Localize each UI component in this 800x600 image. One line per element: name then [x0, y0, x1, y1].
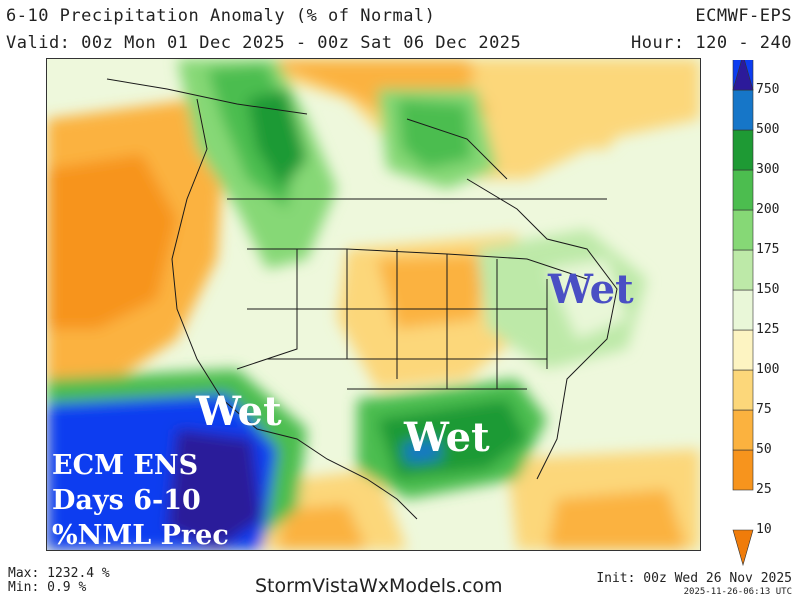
color-legend: [732, 60, 754, 567]
model-name: ECMWF-EPS: [695, 6, 792, 26]
color-legend-band: [732, 169, 754, 211]
color-legend-tick: 50: [756, 442, 772, 457]
color-legend-tick: 175: [756, 242, 780, 257]
color-legend-band: [732, 129, 754, 171]
info-line-days: Days 6-10: [52, 485, 201, 516]
max-value: Max: 1232.4 %: [8, 566, 110, 581]
ensemble-info: ECM ENS Days 6-10 %NML Prec: [52, 448, 229, 553]
color-legend-bands: [732, 60, 754, 567]
color-legend-tick: 25: [756, 482, 772, 497]
color-legend-tick: 100: [756, 362, 780, 377]
color-legend-tick: 300: [756, 162, 780, 177]
color-legend-band: [732, 329, 754, 371]
color-legend-band: [732, 60, 754, 91]
color-legend-band: [732, 209, 754, 251]
color-legend-tick: 200: [756, 202, 780, 217]
color-legend-tick: 125: [756, 322, 780, 337]
map-svg: [47, 59, 700, 550]
color-legend-band: [732, 89, 754, 131]
color-legend-band: [732, 409, 754, 451]
color-legend-tick: 150: [756, 282, 780, 297]
boundary-lines: [106, 78, 618, 520]
color-legend-band: [732, 449, 754, 491]
min-value: Min: 0.9 %: [8, 580, 87, 595]
anomaly-field: [47, 59, 700, 550]
color-legend-tick: 750: [756, 82, 780, 97]
color-legend-band: [732, 249, 754, 291]
wet-label-southwest: Wet: [196, 388, 282, 435]
precip-anomaly-map: [46, 58, 701, 551]
site-credit: StormVistaWxModels.com: [255, 575, 503, 597]
init-time: Init: 00z Wed 26 Nov 2025: [596, 571, 792, 586]
color-legend-band: [732, 289, 754, 331]
chart-title: 6-10 Precipitation Anomaly (% of Normal): [6, 6, 436, 26]
color-legend-band: [732, 529, 754, 567]
wet-label-southeast: Wet: [404, 414, 490, 461]
color-legend-tick: 500: [756, 122, 780, 137]
forecast-hour-range: Hour: 120 - 240: [630, 33, 792, 53]
color-legend-tick: 10: [756, 522, 772, 537]
generated-timestamp: 2025-11-26-06:13 UTC: [683, 587, 792, 597]
info-line-product: %NML Prec: [52, 520, 229, 551]
valid-period: Valid: 00z Mon 01 Dec 2025 - 00z Sat 06 …: [6, 33, 522, 53]
color-legend-tick: 75: [756, 402, 772, 417]
info-line-model: ECM ENS: [52, 450, 199, 481]
wet-label-northeast: Wet: [548, 266, 634, 313]
color-legend-band: [732, 369, 754, 411]
